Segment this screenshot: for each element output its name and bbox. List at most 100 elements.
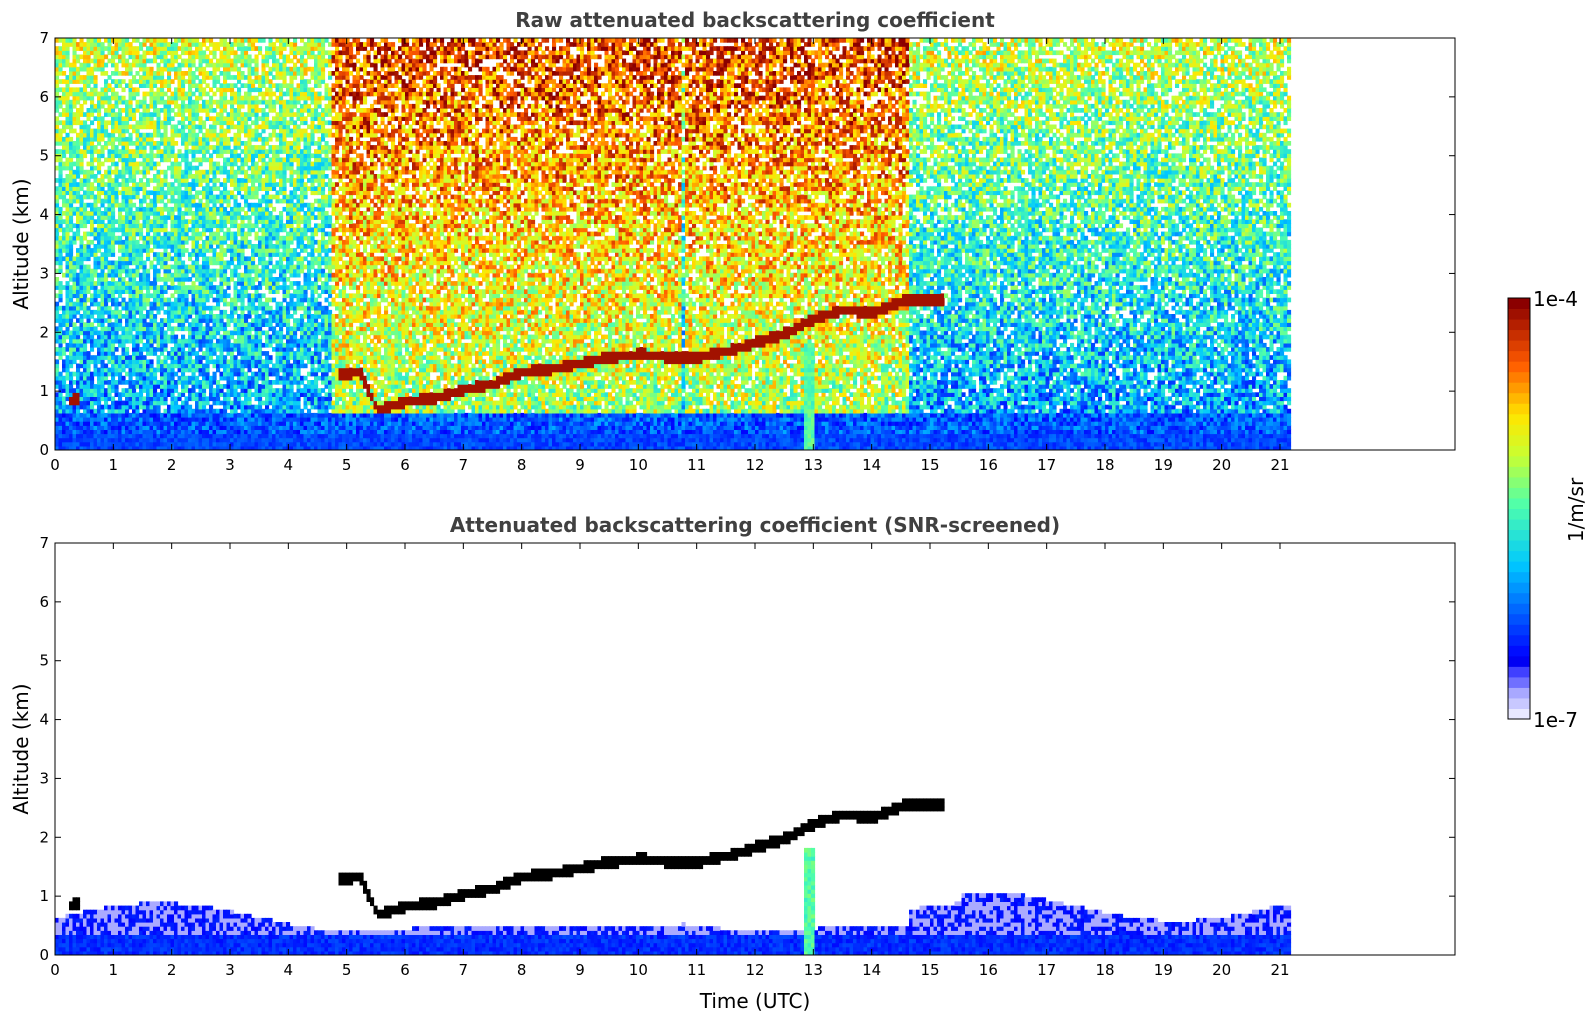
panel-raw-xtick-label: 7 [459, 456, 469, 474]
panel-raw-ytick-label: 2 [39, 323, 49, 341]
panel-raw-ytick-label: 0 [39, 441, 49, 459]
colorbar-band [1508, 330, 1530, 341]
panel-raw: Raw attenuated backscattering coefficien… [9, 8, 1455, 474]
panel-raw-ytick-label: 3 [39, 264, 49, 282]
panel-screened-xtick-label: 10 [629, 961, 648, 979]
colorbar-bands [1508, 298, 1530, 720]
panel-raw-xtick-label: 0 [50, 456, 60, 474]
colorbar-band [1508, 635, 1530, 646]
panel-screened-xtick-label: 12 [745, 961, 764, 979]
panel-raw-xtick-label: 5 [342, 456, 352, 474]
panel-screened-heatmap [55, 798, 1291, 955]
colorbar-band [1508, 456, 1530, 467]
colorbar-band [1508, 572, 1530, 583]
colorbar-band [1508, 624, 1530, 635]
colorbar-band [1508, 593, 1530, 604]
panel-screened-ytick-label: 1 [39, 887, 49, 905]
panel-screened-ylabel: Altitude (km) [9, 683, 33, 814]
colorbar-band [1508, 509, 1530, 520]
colorbar-band [1508, 519, 1530, 530]
colorbar-max-label: 1e-4 [1533, 287, 1578, 311]
panel-screened-ytick-label: 6 [39, 593, 49, 611]
panel-screened-xtick-label: 7 [459, 961, 469, 979]
panel-screened-ytick-label: 2 [39, 828, 49, 846]
panel-screened-xtick-label: 20 [1212, 961, 1231, 979]
colorbar-units-label: 1/m/sr [1564, 477, 1588, 542]
colorbar-band [1508, 424, 1530, 435]
panel-screened-xlabel: Time (UTC) [699, 989, 811, 1013]
panel-screened-xtick-label: 3 [225, 961, 235, 979]
colorbar-band [1508, 435, 1530, 446]
colorbar: 1e-4 1e-7 1/m/sr [1508, 287, 1588, 732]
colorbar-band [1508, 309, 1530, 320]
panel-raw-xtick-label: 4 [284, 456, 294, 474]
colorbar-band [1508, 698, 1530, 709]
panel-raw-xtick-label: 11 [687, 456, 706, 474]
panel-screened-xtick-label: 9 [575, 961, 585, 979]
colorbar-band [1508, 319, 1530, 330]
panel-raw-title: Raw attenuated backscattering coefficien… [515, 8, 995, 32]
panel-raw-xtick-label: 6 [400, 456, 410, 474]
colorbar-band [1508, 677, 1530, 688]
panel-screened-xtick-label: 8 [517, 961, 527, 979]
panel-screened-ytick-label: 3 [39, 769, 49, 787]
colorbar-band [1508, 561, 1530, 572]
panel-raw-xtick-label: 9 [575, 456, 585, 474]
colorbar-band [1508, 403, 1530, 414]
colorbar-band [1508, 340, 1530, 351]
panel-raw-xtick-label: 17 [1037, 456, 1056, 474]
panel-screened-ytick-label: 7 [39, 534, 49, 552]
colorbar-band [1508, 582, 1530, 593]
panel-raw-ytick-label: 4 [39, 206, 49, 224]
panel-screened-xtick-label: 6 [400, 961, 410, 979]
panel-screened-xtick-label: 0 [50, 961, 60, 979]
panel-screened-xtick-label: 16 [979, 961, 998, 979]
panel-raw-ytick-label: 5 [39, 147, 49, 165]
panel-screened-xtick-label: 11 [687, 961, 706, 979]
panel-raw-ytick-label: 1 [39, 382, 49, 400]
panel-raw-xtick-label: 18 [1095, 456, 1114, 474]
colorbar-band [1508, 551, 1530, 562]
panel-raw-xtick-label: 1 [109, 456, 119, 474]
colorbar-band [1508, 445, 1530, 456]
panel-raw-xtick-label: 13 [804, 456, 823, 474]
colorbar-band [1508, 540, 1530, 551]
panel-raw-xtick-label: 16 [979, 456, 998, 474]
panel-raw-xtick-label: 10 [629, 456, 648, 474]
colorbar-band [1508, 393, 1530, 404]
colorbar-band [1508, 487, 1530, 498]
panel-screened-xtick-label: 4 [284, 961, 294, 979]
panel-screened-ytick-label: 4 [39, 711, 49, 729]
colorbar-band [1508, 372, 1530, 383]
panel-raw-xtick-label: 14 [862, 456, 881, 474]
panel-raw-xtick-label: 3 [225, 456, 235, 474]
panel-raw-xtick-label: 8 [517, 456, 527, 474]
panel-screened-y-ticks: 0 1 2 3 4 5 6 7 [39, 534, 1455, 964]
colorbar-band [1508, 498, 1530, 509]
colorbar-band [1508, 361, 1530, 372]
colorbar-band [1508, 603, 1530, 614]
panel-raw-xtick-label: 15 [920, 456, 939, 474]
colorbar-band [1508, 614, 1530, 625]
colorbar-band [1508, 666, 1530, 677]
colorbar-min-label: 1e-7 [1533, 708, 1578, 732]
colorbar-band [1508, 530, 1530, 541]
colorbar-band [1508, 477, 1530, 488]
panel-screened-x-ticks: 0 1 2 3 4 5 6 7 8 9 10 11 12 13 14 15 16 17 18 19 20 21 [50, 543, 1289, 979]
colorbar-band [1508, 708, 1530, 719]
colorbar-band [1508, 645, 1530, 656]
colorbar-band [1508, 351, 1530, 362]
panel-raw-xtick-label: 12 [745, 456, 764, 474]
panel-screened-ytick-label: 5 [39, 652, 49, 670]
panel-screened-frame [55, 543, 1455, 955]
colorbar-band [1508, 298, 1530, 309]
panel-raw-heatmap [55, 38, 1291, 451]
panel-screened-xtick-label: 13 [804, 961, 823, 979]
panel-screened-ytick-label: 0 [39, 946, 49, 964]
colorbar-band [1508, 687, 1530, 698]
panel-screened-xtick-label: 19 [1154, 961, 1173, 979]
panel-screened-xtick-label: 1 [109, 961, 119, 979]
panel-raw-ytick-label: 7 [39, 29, 49, 47]
panel-raw-xtick-label: 19 [1154, 456, 1173, 474]
